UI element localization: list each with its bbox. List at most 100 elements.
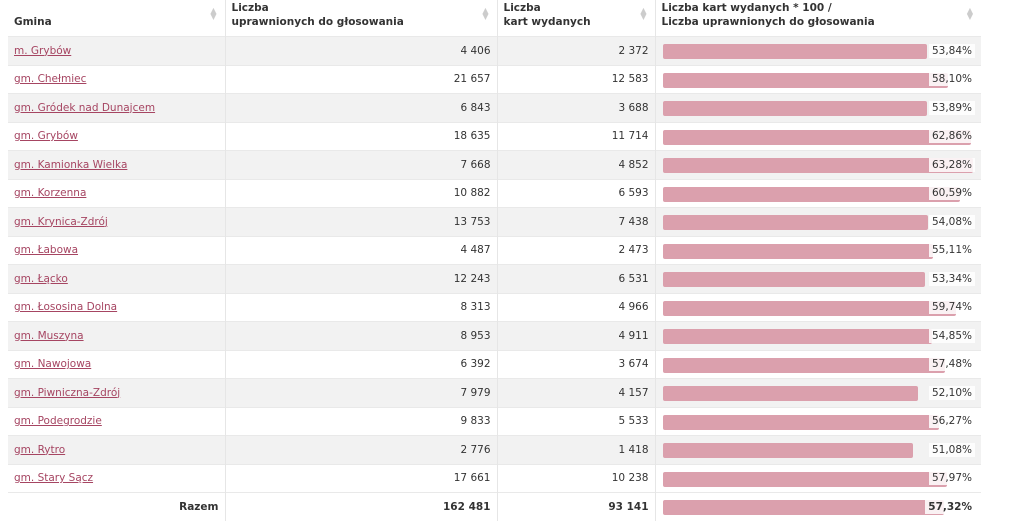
gmina-link[interactable]: gm. Korzenna [14, 187, 87, 200]
issued-cell: 1 418 [497, 435, 656, 464]
table-row: gm. Podegrodzie 9 833 5 533 56,27% [8, 406, 981, 436]
turnout-bar [662, 272, 925, 287]
turnout-cell: 53,89% [655, 93, 981, 122]
turnout-value: 55,11% [928, 243, 975, 258]
turnout-cell: 55,11% [655, 235, 981, 265]
turnout-value: 57,97% [928, 471, 975, 486]
turnout-bar [662, 158, 974, 173]
gmina-link[interactable]: m. Grybów [14, 44, 72, 57]
gmina-link[interactable]: gm. Rytro [14, 443, 66, 456]
table-row: gm. Krynica-Zdrój 13 753 7 438 54,08% [8, 207, 981, 236]
sort-icon[interactable]: ▲ ▼ [966, 6, 973, 21]
table-row: gm. Grybów 18 635 11 714 62,86% [8, 121, 981, 151]
issued-cell: 2 372 [497, 36, 656, 65]
turnout-bar [662, 443, 914, 458]
gmina-link[interactable]: gm. Łącko [14, 272, 68, 285]
turnout-value: 53,34% [928, 271, 975, 286]
turnout-bar [662, 357, 945, 373]
table-row: gm. Stary Sącz 17 661 10 238 57,97% [8, 463, 981, 493]
turnout-bar [662, 243, 934, 259]
sort-icon[interactable]: ▲ ▼ [210, 6, 217, 21]
gmina-link[interactable]: gm. Gródek nad Dunajcem [14, 101, 156, 114]
gmina-link[interactable]: gm. Nawojowa [14, 358, 92, 371]
header-row: Gmina ▲ ▼ Liczba uprawnionych do głosowania… [8, 0, 981, 37]
eligible-cell: 4 487 [225, 235, 498, 265]
gmina-cell: gm. Gródek nad Dunajcem [8, 93, 226, 122]
table-row: gm. Kamionka Wielka 7 668 4 852 63,28% [8, 150, 981, 179]
table-row: gm. Muszyna 8 953 4 911 54,85% [8, 321, 981, 350]
turnout-value: 59,74% [928, 300, 975, 315]
eligible-cell: 7 979 [225, 378, 498, 407]
issued-cell: 3 688 [497, 93, 656, 122]
gmina-link[interactable]: gm. Łabowa [14, 244, 79, 257]
gmina-link[interactable]: gm. Podegrodzie [14, 415, 102, 428]
gmina-link[interactable]: gm. Kamionka Wielka [14, 158, 128, 171]
header-issued[interactable]: Liczba kart wydanych ▲ ▼ [497, 0, 656, 37]
eligible-cell: 2 776 [225, 435, 498, 464]
turnout-value: 57,48% [928, 357, 975, 372]
issued-cell: 4 157 [497, 378, 656, 407]
turnout-bar [662, 386, 919, 401]
turnout-value: 53,89% [928, 100, 975, 115]
header-turnout[interactable]: Liczba kart wydanych * 100 /Liczba upraw… [661, 2, 974, 28]
turnout-bar [662, 44, 928, 59]
eligible-cell: 9 833 [225, 406, 498, 436]
issued-cell: 4 852 [497, 150, 656, 179]
table-row: gm. Gródek nad Dunajcem 6 843 3 688 53,8… [8, 93, 981, 122]
turnout-cell: 54,85% [655, 321, 981, 350]
table-row: gm. Nawojowa 6 392 3 674 57,48% [8, 349, 981, 379]
gmina-link[interactable]: gm. Grybów [14, 130, 78, 143]
turnout-bar [662, 414, 939, 430]
gmina-link[interactable]: gm. Chełmiec [14, 73, 87, 86]
turnout-cell: 57,48% [655, 349, 981, 379]
gmina-cell: gm. Podegrodzie [8, 406, 226, 436]
turnout-value: 60,59% [928, 186, 975, 201]
turnout-bar [662, 186, 961, 202]
gmina-link[interactable]: gm. Muszyna [14, 329, 84, 342]
gmina-link[interactable]: gm. Piwniczna-Zdrój [14, 386, 121, 399]
turnout-value: 54,85% [928, 328, 975, 343]
turnout-cell: 58,10% [655, 64, 981, 94]
turnout-value: 51,08% [928, 442, 975, 457]
sort-icon[interactable]: ▲ ▼ [640, 6, 647, 21]
gmina-cell: m. Grybów [8, 36, 226, 65]
gmina-link[interactable]: gm. Stary Sącz [14, 472, 94, 485]
eligible-cell: 6 392 [225, 349, 498, 379]
table-row: gm. Korzenna 10 882 6 593 60,59% [8, 178, 981, 208]
gmina-link[interactable]: gm. Łososina Dolna [14, 301, 118, 314]
issued-cell: 6 593 [497, 178, 656, 208]
turnout-table: Gmina ▲ ▼ Liczba uprawnionych do głosowania… [8, 0, 981, 521]
eligible-cell: 6 843 [225, 93, 498, 122]
turnout-cell: 57,32% [655, 492, 981, 521]
table-row: gm. Rytro 2 776 1 418 51,08% [8, 435, 981, 464]
header-gmina[interactable]: Gmina ▲ ▼ [8, 0, 226, 37]
gmina-cell: gm. Grybów [8, 121, 226, 151]
gmina-link[interactable]: gm. Krynica-Zdrój [14, 215, 108, 228]
gmina-cell: gm. Stary Sącz [8, 463, 226, 493]
gmina-cell: gm. Rytro [8, 435, 226, 464]
table-row: m. Grybów 4 406 2 372 53,84% [8, 36, 981, 65]
issued-cell: 11 714 [497, 121, 656, 151]
turnout-cell: 52,10% [655, 378, 981, 407]
turnout-bar [662, 329, 932, 344]
header-eligible[interactable]: Liczba uprawnionych do głosowania ▲ ▼ [225, 0, 498, 37]
turnout-value: 63,28% [928, 157, 975, 172]
eligible-cell: 13 753 [225, 207, 498, 236]
turnout-cell: 59,74% [655, 292, 981, 322]
eligible-cell: 21 657 [225, 64, 498, 94]
turnout-cell: 54,08% [655, 207, 981, 236]
issued-cell: 10 238 [497, 463, 656, 493]
issued-cell: 12 583 [497, 64, 656, 94]
issued-cell: 5 533 [497, 406, 656, 436]
turnout-cell: 63,28% [655, 150, 981, 179]
gmina-cell: gm. Nawojowa [8, 349, 226, 379]
turnout-value: 57,32% [925, 500, 975, 514]
sort-icon[interactable]: ▲ ▼ [482, 6, 489, 21]
issued-cell: 7 438 [497, 207, 656, 236]
total-label: Razem [8, 492, 226, 521]
table-row: gm. Chełmiec 21 657 12 583 58,10% [8, 64, 981, 94]
total-eligible: 162 481 [225, 492, 498, 521]
issued-cell: 2 473 [497, 235, 656, 265]
turnout-bar [662, 101, 928, 116]
eligible-cell: 10 882 [225, 178, 498, 208]
